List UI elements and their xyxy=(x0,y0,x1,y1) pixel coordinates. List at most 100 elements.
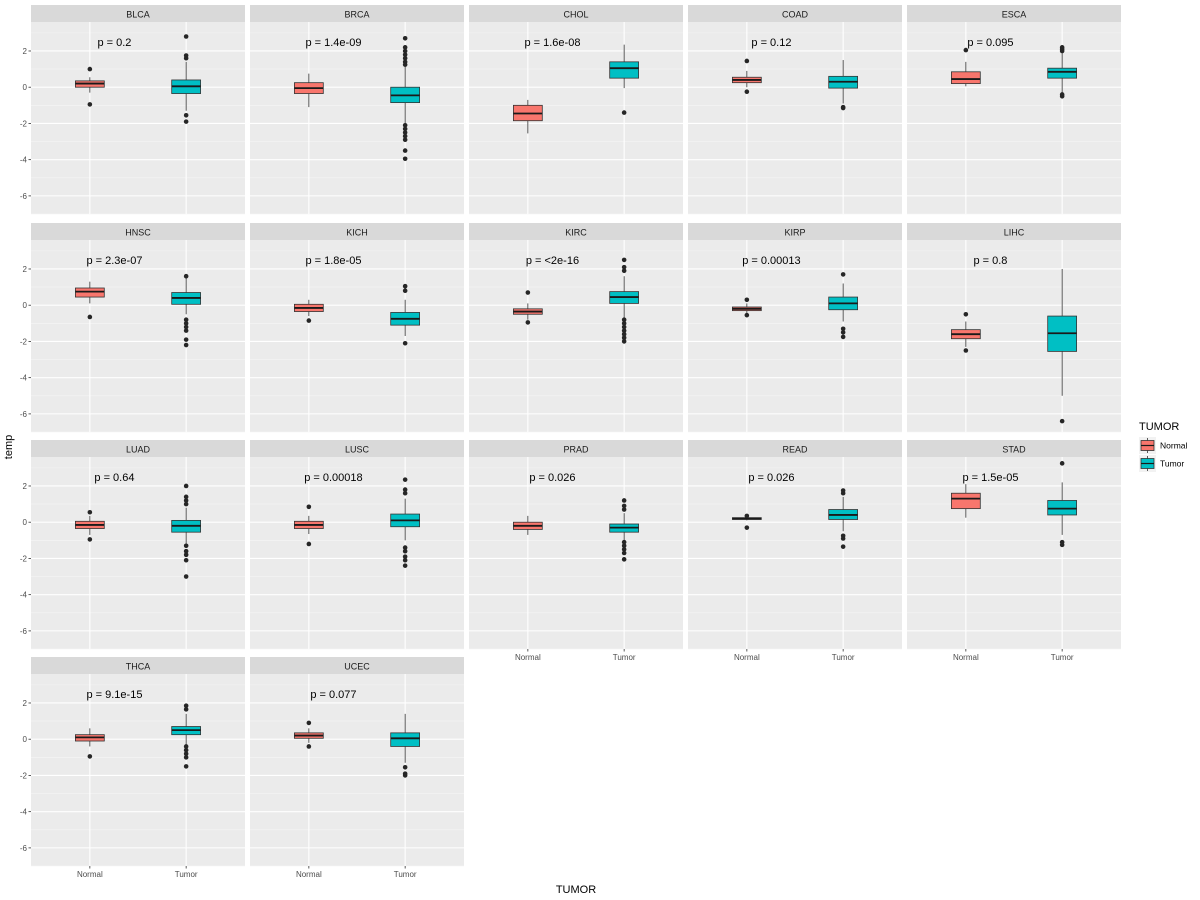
p-value-label: p = 9.1e-15 xyxy=(86,689,142,701)
outlier-point xyxy=(402,554,408,559)
outlier-point xyxy=(402,487,408,492)
outlier-point xyxy=(744,525,750,530)
outlier-point xyxy=(402,148,408,153)
p-value-label: p = 0.12 xyxy=(751,37,791,49)
outlier-point xyxy=(402,563,408,568)
panel-background xyxy=(469,22,683,214)
outlier-point xyxy=(402,773,408,778)
outlier-point xyxy=(306,541,312,547)
outlier-point xyxy=(840,536,846,541)
facet-panel-kirp: KIRP p = 0.00013 xyxy=(688,223,902,433)
facet-strip-label: KIRP xyxy=(784,228,805,238)
panel-background xyxy=(469,240,683,432)
outlier-point xyxy=(621,339,627,344)
box-iqr xyxy=(390,732,420,747)
box-normal xyxy=(294,720,324,749)
box-iqr xyxy=(951,492,981,510)
facet-panel-hnsc: HNSC p = 2.3e-07 xyxy=(31,223,245,433)
outlier-point xyxy=(525,290,531,295)
outlier-point xyxy=(621,264,627,270)
facet-panel-brca: BRCA p = 1.4e-09 xyxy=(250,5,464,215)
facet-strip xyxy=(907,5,1121,22)
facet-strip-label: ESCA xyxy=(1002,10,1027,20)
y-tick-label: 0 xyxy=(23,735,28,744)
box-iqr xyxy=(1047,67,1077,79)
outlier-point xyxy=(1059,542,1065,548)
facet-panel-kich: KICH p = 1.8e-05 xyxy=(250,223,464,433)
box-iqr xyxy=(1047,500,1077,516)
outlier-point xyxy=(621,321,627,326)
box-iqr xyxy=(609,61,639,79)
legend-label: Tumor xyxy=(1160,459,1184,469)
p-value-label: p = 0.00018 xyxy=(304,472,362,484)
x-tick-label: Normal xyxy=(953,653,979,662)
facet-strip-label: COAD xyxy=(782,10,809,20)
y-tick-label: -2 xyxy=(20,554,28,563)
box-tumor xyxy=(1047,461,1077,548)
outlier-point xyxy=(402,490,408,496)
y-tick-label: 0 xyxy=(23,83,28,92)
outlier-point xyxy=(402,548,408,554)
box-tumor xyxy=(171,703,201,769)
outlier-point xyxy=(87,537,93,542)
p-value-label: p = 1.4e-09 xyxy=(305,37,361,49)
x-tick-label: Tumor xyxy=(832,653,855,662)
panel-background xyxy=(31,240,245,432)
box-tumor xyxy=(390,713,420,778)
outlier-point xyxy=(402,55,408,61)
outlier-point xyxy=(402,130,408,135)
outlier-point xyxy=(87,314,93,320)
y-tick-label: -4 xyxy=(20,374,28,383)
facet-strip-label: HNSC xyxy=(125,228,151,238)
outlier-point xyxy=(306,744,312,749)
outlier-point xyxy=(183,321,189,326)
outlier-point xyxy=(402,764,408,770)
outlier-point xyxy=(963,311,969,317)
x-tick-label: Normal xyxy=(734,653,760,662)
panel-background xyxy=(250,674,464,866)
outlier-point xyxy=(87,754,93,759)
x-tick-label: Tumor xyxy=(394,870,417,879)
facet-strip-label: PRAD xyxy=(563,445,589,455)
outlier-point xyxy=(621,257,627,263)
outlier-point xyxy=(183,273,189,279)
facet-strip xyxy=(469,5,683,22)
outlier-point xyxy=(183,55,189,61)
panel-background xyxy=(907,22,1121,214)
outlier-point xyxy=(183,119,189,124)
facet-strip xyxy=(31,657,245,674)
panel-background xyxy=(31,457,245,649)
facet-strip xyxy=(250,5,464,22)
outlier-point xyxy=(183,755,189,760)
p-value-label: p = 0.077 xyxy=(310,689,356,701)
p-value-label: p = 0.026 xyxy=(748,472,794,484)
x-tick-label: Normal xyxy=(296,870,322,879)
outlier-point xyxy=(621,557,627,562)
facet-strip xyxy=(31,440,245,457)
panel-background xyxy=(688,240,902,432)
outlier-point xyxy=(621,498,627,503)
box-normal xyxy=(513,99,543,134)
facet-panel-kirc: KIRC p = <2e-16 xyxy=(469,223,683,433)
outlier-point xyxy=(621,268,627,274)
y-tick-label: -2 xyxy=(20,119,28,128)
outlier-point xyxy=(183,324,189,330)
facet-strip-label: BRCA xyxy=(344,10,369,20)
facet-strip-label: STAD xyxy=(1002,445,1026,455)
box-normal xyxy=(75,66,105,107)
facet-strip xyxy=(688,223,902,240)
outlier-point xyxy=(183,744,189,749)
box-normal xyxy=(294,299,324,323)
facet-panel-coad: COAD p = 0.12 xyxy=(688,5,902,215)
facet-strip xyxy=(907,440,1121,457)
facet-strip xyxy=(250,657,464,674)
box-normal xyxy=(294,504,324,547)
y-tick-label: 2 xyxy=(23,47,28,56)
box-normal xyxy=(951,47,981,87)
facet-strip-label: KICH xyxy=(346,228,368,238)
box-tumor xyxy=(828,272,858,340)
facet-strip xyxy=(31,5,245,22)
outlier-point xyxy=(744,297,750,303)
outlier-point xyxy=(402,52,408,57)
